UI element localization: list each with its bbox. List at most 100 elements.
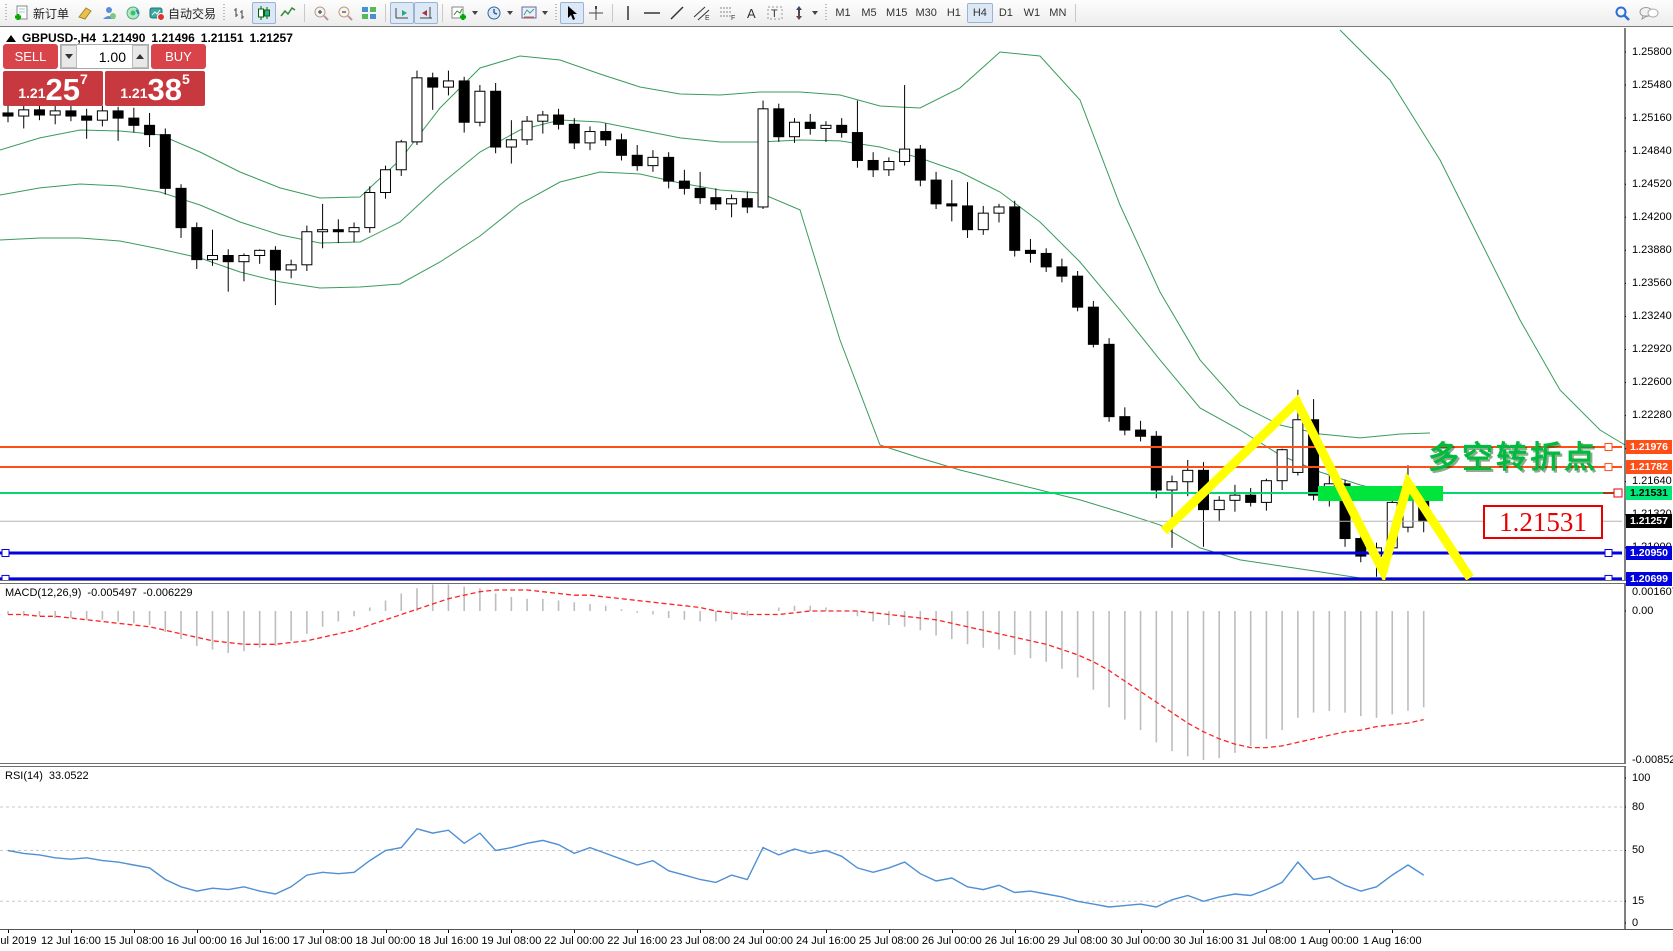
periods-button[interactable] [482,2,517,24]
chart-shift-icon [418,5,434,21]
profiles-icon [77,5,93,21]
bollinger-lower [0,171,1431,583]
bollinger-middle [0,119,1431,501]
timeframe-bar: M1 M5 M15 M30 H1 H4 D1 W1 MN [830,3,1071,23]
cursor-button[interactable] [560,2,585,24]
zoom-in-button[interactable] [309,2,333,24]
candlestick-chart-button[interactable] [252,2,277,24]
bear-candle [427,77,439,88]
toolbar-grip [825,4,828,22]
arrows-button[interactable] [787,2,822,24]
time-tick-label: 15 Jul 08:00 [103,935,164,947]
rsi-100-label: 100 [1632,771,1651,784]
timeframe-h4-button[interactable]: H4 [966,3,993,23]
tile-windows-button[interactable] [357,2,381,24]
toolbar-separator [442,4,444,22]
new-order-button[interactable]: 新订单 [10,2,73,24]
indicators-button[interactable] [447,2,482,24]
bear-candle [553,114,565,125]
bear-candle [1056,266,1068,277]
bear-candle [490,90,502,148]
macd-pane-separator[interactable] [0,580,1673,584]
support-blue-badge-1: 1.20950 [1626,546,1672,560]
volume-down-button[interactable] [61,45,77,68]
fibonacci-button[interactable]: F [715,2,741,24]
vertical-line-button[interactable] [617,2,639,24]
line-handle[interactable] [1604,443,1613,452]
templates-button[interactable] [517,2,552,24]
timeframe-m5-button[interactable]: M5 [861,7,877,19]
rsi-pane-separator[interactable] [0,763,1673,767]
bull-candle [238,255,250,263]
text-button[interactable]: A [741,2,763,24]
line-chart-button[interactable] [276,2,300,24]
price-callout-box[interactable]: 1.21531 [1483,505,1603,539]
time-tick-label: 17 Jul 08:00 [292,935,353,947]
bear-candle [600,131,612,141]
new-order-label: 新订单 [33,6,70,21]
arrows-icon [791,5,807,21]
line-handle[interactable] [1,549,10,558]
timeframe-d1-button[interactable]: D1 [998,7,1013,19]
time-tick-label: 31 Jul 08:00 [1236,935,1297,947]
rsi-name: RSI(14) [5,770,43,782]
timeframe-h1-button[interactable]: H1 [946,7,961,19]
text-label-button[interactable]: T [763,2,787,24]
time-tick-label: 30 Jul 00:00 [1110,935,1171,947]
rsi-indicator [0,806,1622,908]
trendline-button[interactable] [665,2,689,24]
sell-price-prefix: 1.21 [18,85,46,101]
search-button[interactable] [1610,2,1635,24]
chat-icon [1639,5,1659,21]
timeframe-w1-button[interactable]: W1 [1023,7,1041,19]
bear-candle [741,198,753,208]
profiles-button[interactable] [73,2,97,24]
price-tick-label: 1.25480 [1632,78,1672,91]
time-tick-label: 1 Aug 00:00 [1299,935,1359,947]
chat-button[interactable] [1635,2,1663,24]
price-axis[interactable]: 1.25800 1.25480 1.25160 1.24840 1.24520 1.242… [1626,28,1673,929]
fibonacci-icon: F [719,5,737,21]
time-tick-label: 26 Jul 00:00 [921,935,982,947]
horizontal-line-button[interactable] [639,2,665,24]
toolbar-separator [612,4,614,22]
bull-candle [820,124,832,129]
bull-candle [993,206,1005,214]
volume-input[interactable]: 1.00 [98,48,126,65]
bear-candle [112,110,124,119]
volume-box: 1.00 [60,44,149,69]
sell-price-panel[interactable]: 1.21 25 7 [3,71,103,106]
zoom-out-button[interactable] [333,2,357,24]
bar-chart-button[interactable] [228,2,252,24]
level-lines[interactable] [0,443,1622,583]
turning-point-annotation[interactable]: 多空转折点 [1428,440,1598,475]
timeframe-m1-button[interactable]: M1 [835,7,851,19]
line-handle[interactable] [1604,463,1613,472]
autotrading-label: 自动交易 [168,6,217,21]
equidistant-channel-button[interactable]: E [689,2,715,24]
autotrading-button[interactable]: 自动交易 [145,2,220,24]
one-click-toggle-icon[interactable] [6,34,16,42]
contacts-button[interactable] [97,2,121,24]
timeframe-mn-button[interactable]: MN [1049,7,1067,19]
timeframe-m15-button[interactable]: M15 [886,7,908,19]
bear-candle [1308,419,1320,496]
crosshair-button[interactable] [584,2,608,24]
volume-up-button[interactable] [132,45,148,68]
templates-icon [521,5,537,21]
chart-canvas[interactable] [0,28,1673,951]
yellow-zigzag-annotation[interactable] [1160,394,1474,584]
mql5-community-button[interactable] [121,2,145,24]
sell-button[interactable]: SELL [3,44,58,69]
bear-candle [962,205,974,231]
callout-anchor[interactable] [1613,488,1623,498]
timeframe-m30-button[interactable]: M30 [915,7,937,19]
line-handle[interactable] [1604,549,1613,558]
chart-shift-button[interactable] [414,2,439,24]
buy-button[interactable]: BUY [151,44,206,69]
bear-candle [851,132,863,161]
bull-candle [521,120,533,141]
buy-price-panel[interactable]: 1.21 38 5 [105,71,205,106]
auto-scroll-button[interactable] [390,2,415,24]
